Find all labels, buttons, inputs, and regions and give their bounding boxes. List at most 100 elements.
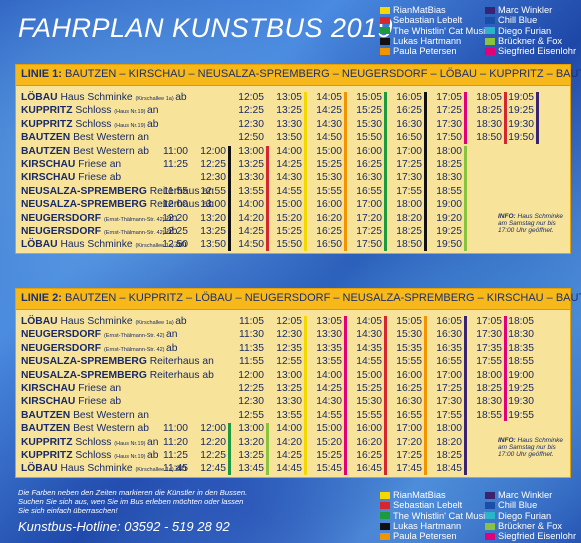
line2-time: 17:35 — [476, 342, 502, 354]
line2-time: 16:00 — [396, 369, 422, 381]
stop-place: Friese — [78, 383, 110, 394]
line1-time: 15:30 — [316, 172, 342, 184]
line1-time: 18:00 — [396, 199, 422, 211]
stop-name: KUPPRITZ Schloss (Haus Nr.19) an — [21, 104, 158, 118]
stop-direction: an — [166, 212, 178, 224]
line1-time: 15:05 — [356, 92, 382, 103]
artist-bar — [228, 423, 231, 475]
stop-address: (Ernst-Thälmann-Str. 42) — [103, 216, 167, 223]
stop-name: BAUTZEN Best Western ab — [21, 422, 149, 436]
legend-label: Brückner & Fox — [498, 520, 563, 531]
line1-time: 13:05 — [276, 92, 302, 103]
line2-time: 11:00 — [162, 423, 188, 435]
stop-place: Haus Schminke — [60, 239, 136, 251]
line1-time: 17:00 — [396, 145, 422, 157]
legend-item: Diego Furian — [485, 26, 576, 36]
artist-bar — [464, 92, 467, 144]
line2-time: 13:00 — [276, 369, 302, 381]
line2-time: 13:25 — [276, 383, 302, 394]
line2-time: 16:35 — [436, 342, 462, 354]
stop-town: KUPPRITZ — [21, 105, 76, 117]
artist-bar — [266, 423, 269, 475]
line1-time: 18:50 — [476, 132, 502, 144]
line2-time: 18:45 — [436, 463, 462, 475]
stop-direction: an — [137, 132, 150, 144]
line1-time: 16:25 — [316, 226, 342, 237]
legend-item: Sebastian Lebelt — [380, 15, 490, 25]
line1-time: 19:25 — [436, 226, 462, 237]
color-swatch — [485, 501, 495, 509]
line2-time: 17:30 — [476, 329, 502, 341]
line2-time: 14:00 — [316, 369, 342, 381]
stop-direction: an — [202, 356, 214, 368]
legend-item: Marc Winkler — [485, 5, 576, 15]
stop-name: NEUSALZA-SPREMBERG Reiterhaus ab — [21, 369, 214, 383]
stop-town: NEUSALZA-SPREMBERG — [21, 369, 150, 381]
legend-label: Marc Winkler — [498, 5, 553, 15]
line1-time: 17:30 — [436, 118, 462, 130]
note-line: Die Farben neben den Zeiten markieren di… — [18, 488, 248, 497]
legend-item: Chill Blue — [485, 500, 576, 510]
artist-bar — [266, 145, 269, 251]
stop-address: (Ernst-Thälmann-Str. 42) — [103, 346, 167, 353]
line1-time: 16:00 — [356, 145, 382, 157]
line2-time: 16:55 — [436, 356, 462, 368]
legend-item: Paula Petersen — [380, 46, 490, 56]
legend-column: RianMatBias Sebastian Lebelt The Whistlin'… — [380, 490, 490, 541]
line2-time: 17:55 — [436, 409, 462, 421]
color-swatch — [485, 27, 495, 35]
line2-time: 15:55 — [396, 356, 422, 368]
stop-place: Haus Schminke — [60, 463, 136, 475]
artist-bar — [384, 316, 387, 475]
color-swatch — [380, 532, 390, 540]
line2-time: 15:00 — [356, 369, 382, 381]
line1-time: 12:05 — [238, 92, 264, 103]
line1-time: 17:20 — [356, 212, 382, 224]
stop-town: NEUSALZA-SPREMBERG — [21, 185, 150, 197]
stop-name: LÖBAU Haus Schminke (Kirschallee 1a) ab — [21, 315, 187, 329]
line1-time: 12:25 — [238, 105, 264, 117]
legend-item: Chill Blue — [485, 15, 576, 25]
artist-bar — [344, 92, 347, 251]
stop-direction: ab — [147, 118, 159, 130]
stop-town: NEUSALZA-SPREMBERG — [21, 199, 150, 211]
line2-time: 17:25 — [436, 383, 462, 394]
line1-time: 14:55 — [276, 185, 302, 197]
line-label: LINIE 1: — [21, 68, 66, 80]
line1-time: 12:30 — [238, 118, 264, 130]
line1-time: 13:50 — [200, 239, 226, 251]
legend-label: RianMatBias — [393, 490, 446, 500]
legend-label: The Whistlin' Cat Music — [393, 510, 490, 521]
line2-time: 13:30 — [316, 329, 342, 341]
stop-direction: an — [147, 105, 159, 117]
line2-time: 17:20 — [396, 436, 422, 448]
line2-time: 14:25 — [276, 450, 302, 461]
line1-time: 13:30 — [238, 172, 264, 184]
stop-name: LÖBAU Haus Schminke (Kirschallee 1a) an — [21, 462, 187, 476]
line1-time: 15:00 — [276, 199, 302, 211]
line1-time: 13:00 — [200, 199, 226, 211]
color-swatch — [380, 491, 390, 499]
stop-direction: ab — [166, 342, 178, 354]
line2-time: 19:30 — [508, 396, 534, 408]
line1-time: 15:30 — [356, 118, 382, 130]
legend-label: Marc Winkler — [498, 490, 553, 500]
line2-time: 14:30 — [316, 396, 342, 408]
legend-label: Paula Petersen — [393, 531, 457, 542]
line2-time: 13:45 — [238, 463, 264, 475]
line1-time: 13:25 — [276, 105, 302, 117]
line2-time: 16:30 — [436, 329, 462, 341]
stop-place: Friese — [78, 172, 110, 184]
line2-time: 15:45 — [316, 463, 342, 475]
line1-time: 17:25 — [396, 159, 422, 170]
legend-label: Lukas Hartmann — [393, 35, 462, 46]
line1-time: 11:55 — [162, 185, 188, 197]
line1-time: 15:00 — [316, 145, 342, 157]
color-swatch — [380, 501, 390, 509]
line2-time: 11:55 — [238, 356, 264, 368]
stop-name: KIRSCHAU Friese ab — [21, 395, 121, 409]
stop-name: NEUGERSDORF (Ernst-Thälmann-Str. 42) an — [21, 212, 177, 226]
stop-direction: ab — [109, 396, 122, 408]
line1-time: 15:25 — [316, 159, 342, 170]
line2-time: 12:00 — [238, 369, 264, 381]
